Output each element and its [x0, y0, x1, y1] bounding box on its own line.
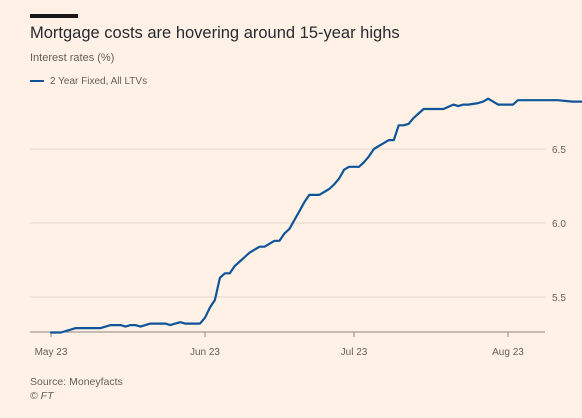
source-note: Source: Moneyfacts — [30, 376, 123, 388]
y-axis-ticks: 5.5 6.0 6.5 — [552, 145, 566, 304]
x-axis-ticks: May 23 Jun 23 Jul 23 Aug 23 — [35, 332, 524, 358]
y-tick-label: 5.5 — [552, 293, 566, 304]
x-tick-label: Jun 23 — [190, 347, 220, 358]
chart-legend: 2 Year Fixed, All LTVs — [30, 74, 147, 88]
series-layer — [49, 97, 582, 334]
header-rule — [30, 14, 78, 18]
x-tick-label: May 23 — [35, 347, 68, 358]
x-tick-label: Jul 23 — [341, 347, 368, 358]
y-tick-label: 6.0 — [552, 219, 566, 230]
x-tick-label: Aug 23 — [492, 347, 524, 358]
gridlines — [30, 148, 545, 333]
legend-swatch — [30, 79, 44, 83]
line-chart: 5.5 6.0 6.5 May 23 Jun 23 Jul 23 Aug 23 — [30, 97, 582, 358]
series-line — [49, 97, 582, 334]
y-tick-label: 6.5 — [552, 145, 566, 156]
legend-label: 2 Year Fixed, All LTVs — [50, 75, 148, 87]
chart-subtitle: Interest rates (%) — [30, 52, 115, 64]
chart-title: Mortgage costs are hovering around 15-ye… — [30, 24, 400, 42]
credit-note: © FT — [30, 390, 54, 402]
